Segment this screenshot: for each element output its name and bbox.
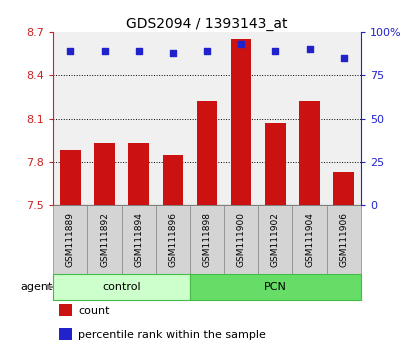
Point: [135, 48, 142, 54]
Bar: [224, 205, 258, 274]
Text: percentile rank within the sample: percentile rank within the sample: [78, 330, 265, 340]
Bar: [189, 205, 224, 274]
Text: PCN: PCN: [263, 282, 286, 292]
Point: [272, 48, 278, 54]
Bar: [326, 205, 360, 274]
Point: [101, 48, 108, 54]
Bar: [258, 205, 292, 274]
Point: [67, 48, 74, 54]
Bar: [155, 205, 189, 274]
Text: GSM111906: GSM111906: [338, 212, 347, 267]
Bar: [94, 143, 115, 205]
Bar: [128, 143, 148, 205]
Bar: [196, 101, 217, 205]
Text: GSM111894: GSM111894: [134, 212, 143, 267]
Text: GSM111896: GSM111896: [168, 212, 177, 267]
Bar: [162, 155, 183, 205]
Bar: [59, 328, 72, 340]
Bar: [53, 205, 87, 274]
Point: [203, 48, 210, 54]
Bar: [265, 123, 285, 205]
Bar: [292, 205, 326, 274]
Text: GSM111892: GSM111892: [100, 212, 109, 267]
Text: count: count: [78, 307, 109, 316]
Text: GSM111902: GSM111902: [270, 212, 279, 267]
Point: [169, 50, 176, 56]
Point: [339, 55, 346, 61]
Text: GSM111904: GSM111904: [304, 212, 313, 267]
Text: GSM111889: GSM111889: [66, 212, 75, 267]
Bar: [230, 39, 251, 205]
Bar: [59, 304, 72, 316]
Bar: [60, 150, 81, 205]
Title: GDS2094 / 1393143_at: GDS2094 / 1393143_at: [126, 17, 287, 31]
Text: agent: agent: [20, 282, 52, 292]
Point: [237, 41, 244, 47]
Text: control: control: [102, 282, 141, 292]
Text: GSM111898: GSM111898: [202, 212, 211, 267]
Bar: [87, 205, 121, 274]
Bar: [299, 101, 319, 205]
Text: GSM111900: GSM111900: [236, 212, 245, 267]
Bar: [333, 172, 353, 205]
Bar: [121, 205, 155, 274]
Bar: [53, 274, 189, 299]
Point: [306, 46, 312, 52]
Bar: [189, 274, 360, 299]
